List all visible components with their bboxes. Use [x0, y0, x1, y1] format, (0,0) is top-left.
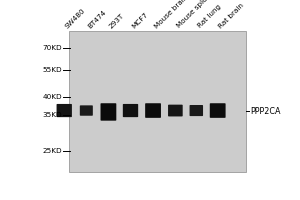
- Text: MCF7: MCF7: [130, 11, 149, 29]
- FancyBboxPatch shape: [190, 105, 203, 116]
- Text: 25KD: 25KD: [42, 148, 62, 154]
- Text: 293T: 293T: [108, 12, 126, 29]
- FancyBboxPatch shape: [145, 103, 161, 118]
- Text: SW480: SW480: [64, 7, 87, 29]
- FancyBboxPatch shape: [210, 103, 226, 118]
- Text: BT474: BT474: [86, 9, 107, 29]
- Text: Mouse brain: Mouse brain: [153, 0, 189, 29]
- Text: 35KD: 35KD: [42, 112, 62, 118]
- Text: Rat lung: Rat lung: [196, 4, 222, 29]
- FancyBboxPatch shape: [168, 105, 183, 116]
- FancyBboxPatch shape: [100, 103, 116, 121]
- Text: 40KD: 40KD: [42, 94, 62, 100]
- FancyBboxPatch shape: [57, 104, 72, 117]
- Bar: [69, 31, 246, 172]
- FancyBboxPatch shape: [123, 104, 138, 117]
- Text: Mouse spleen: Mouse spleen: [176, 0, 215, 29]
- Text: 70KD: 70KD: [42, 45, 62, 51]
- FancyBboxPatch shape: [80, 105, 93, 116]
- Text: Rat brain: Rat brain: [218, 2, 245, 29]
- Text: PPP2CA: PPP2CA: [250, 107, 280, 116]
- Text: 55KD: 55KD: [42, 67, 62, 73]
